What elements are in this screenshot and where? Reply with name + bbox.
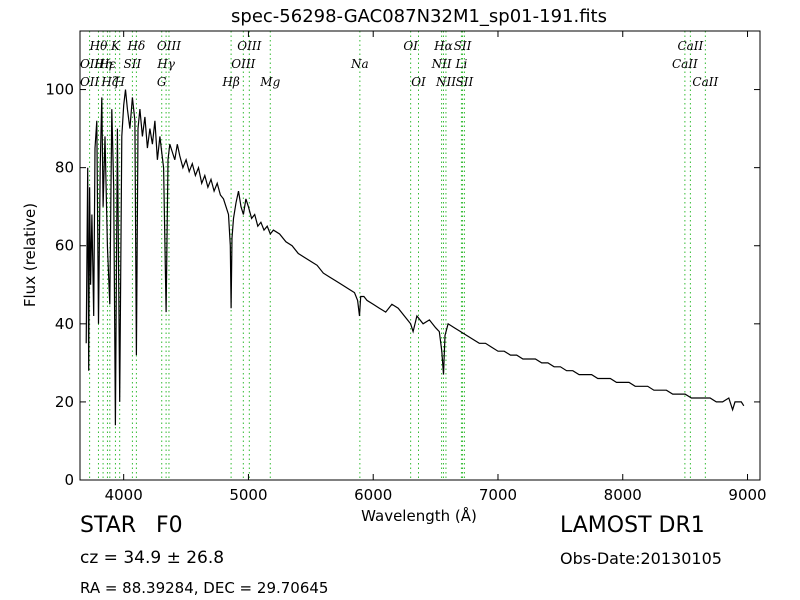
spectral-line-label: OII [80,57,100,71]
x-axis-ticks: 4000 5000 6000 7000 8000 9000 [105,31,767,504]
spectral-line-label: H [113,75,125,89]
plot-frame [79,30,761,481]
redshift-cz: cz = 34.9 ± 26.8 [80,548,225,568]
spectral-line-label: Hθ [89,39,108,53]
object-class: STAR [80,513,137,538]
x-tick-label: 7000 [479,486,517,504]
spectral-line-label: K [110,39,121,53]
spectral-line-label: SII [456,75,474,89]
spectral-line-label: G [157,75,167,89]
spectral-line-label: SII [454,39,472,53]
x-tick-label: 6000 [354,486,392,504]
y-tick-label: 60 [55,237,74,255]
spectral-line-label: Hη [93,57,112,71]
spectral-line-label: Hβ [221,75,239,89]
spectral-line-label: CaII [672,57,698,71]
ra-dec-coordinates: RA = 88.39284, DEC = 29.70645 [80,579,329,597]
spectral-line-label: OI [411,75,426,89]
x-tick-label: 5000 [229,486,267,504]
y-tick-label: 40 [55,315,74,333]
spectral-line-label: Mg [259,75,280,89]
spectral-line-label: CaII [677,39,703,53]
spectral-line-label: OII [80,75,100,89]
spectral-line-label: CaII [692,75,718,89]
spectral-line-label: OIII [231,57,255,71]
y-tick-label: 0 [64,471,74,489]
survey-name: LAMOST DR1 [560,513,705,538]
spectral-line-label: Hδ [127,39,146,53]
spectral-line-label: Hε [98,57,116,71]
spectral-line-labels: OII OII Hθ Hη Hζ Hε K H SII Hδ Hγ G OIII Hβ OIII OIII Mg… [80,39,719,89]
spectral-line-label: OI [403,39,418,53]
x-tick-label: 8000 [604,486,642,504]
y-tick-label: 100 [45,81,74,99]
spectral-line-label: NII [431,57,452,71]
x-tick-label: 9000 [728,486,766,504]
object-classification: STAR F0 [80,513,183,538]
spectral-line-label: NII [435,75,456,89]
spectral-line-label: Hζ [100,75,119,89]
object-subclass: F0 [156,513,183,538]
spectrum-series-line [85,89,745,426]
y-tick-label: 20 [55,393,74,411]
spectral-line-markers [89,31,706,480]
y-axis-ticks: 0 20 40 60 80 100 [45,81,760,489]
x-axis-label: Wavelength (Å) [361,506,477,525]
spectral-line-label: Na [350,57,369,71]
spectral-line-label: SII [124,57,142,71]
y-tick-label: 80 [55,159,74,177]
spectral-line-label: Hγ [156,57,175,71]
spectral-line-label: OIII [157,39,181,53]
chart-title: spec-56298-GAC087N32M1_sp01-191.fits [231,6,607,27]
spectral-line-label: OIII [237,39,261,53]
spectral-line-label: Li [455,57,468,71]
observation-date: Obs-Date:20130105 [560,549,722,568]
y-axis-label: Flux (relative) [21,203,39,307]
spectral-line-label: Hα [433,39,453,53]
x-tick-label: 4000 [105,486,143,504]
